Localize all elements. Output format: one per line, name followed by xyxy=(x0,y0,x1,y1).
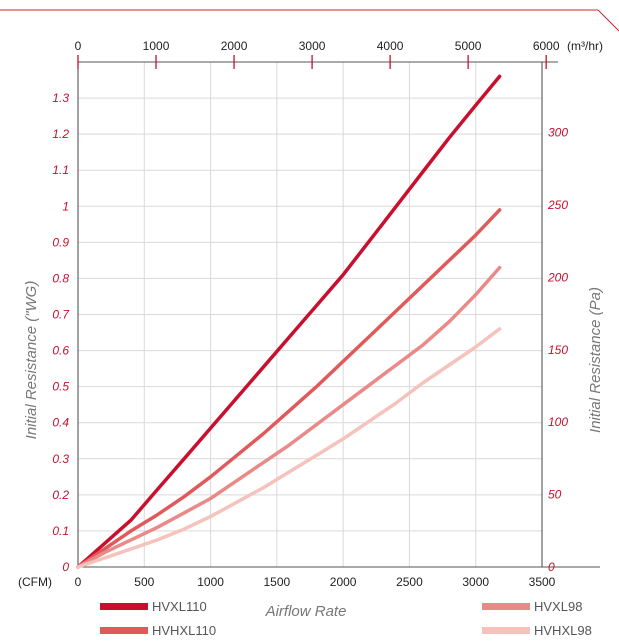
axes xyxy=(77,61,600,568)
left-tick-label: 0.7 xyxy=(52,308,70,322)
bottom-tick-label: 0 xyxy=(75,575,82,589)
series-line-hvxl110 xyxy=(76,74,502,569)
top-axis-ticks: 0 1000 2000 3000 4000 5000 6000 xyxy=(75,39,560,69)
left-tick-label: 1.3 xyxy=(52,91,69,105)
legend-label-hvxl110: HVXL110 xyxy=(152,599,207,614)
bottom-tick-label: 1500 xyxy=(264,575,291,589)
x-axis-title: Airflow Rate xyxy=(265,603,347,620)
left-tick-label: 0.6 xyxy=(52,344,69,358)
bottom-axis-unit: (CFM) xyxy=(18,575,52,589)
left-tick-label: 0.2 xyxy=(52,488,69,502)
series-line-hvxl98 xyxy=(76,265,502,569)
top-tick-label: 5000 xyxy=(455,39,482,53)
left-axis-ticks: 0 0.1 0.2 0.3 0.4 0.5 0.6 0.7 0.8 0.9 1 1.1 1.2 1.3 xyxy=(52,91,70,574)
bottom-axis-ticks: 0 500 1000 1500 2000 2500 3000 3500 xyxy=(75,575,556,589)
left-tick-label: 1.1 xyxy=(52,163,69,177)
legend-label-hvhxl110: HVHXL110 xyxy=(152,623,216,638)
legend-swatch-hvxl98 xyxy=(482,603,530,610)
legend: HVXL110 HVHXL110 HVXL98 HVHXL98 xyxy=(100,599,592,638)
bottom-tick-label: 3000 xyxy=(462,575,489,589)
top-tick-label: 1000 xyxy=(143,39,170,53)
series-line-hvhxl110 xyxy=(76,208,502,569)
top-tick-label: 4000 xyxy=(377,39,404,53)
header-rule xyxy=(0,9,619,32)
top-axis-unit: (m³/hr) xyxy=(567,39,603,53)
left-tick-label: 0.9 xyxy=(52,235,69,249)
bottom-tick-label: 1000 xyxy=(197,575,224,589)
right-tick-label: 200 xyxy=(547,270,568,284)
left-tick-label: 0.3 xyxy=(52,452,69,466)
top-tick-label: 6000 xyxy=(533,39,560,53)
legend-swatch-hvxl110 xyxy=(100,603,148,610)
right-tick-label: 0 xyxy=(548,560,555,574)
left-tick-label: 1 xyxy=(62,199,69,213)
right-tick-label: 250 xyxy=(547,198,568,212)
y-axis-title-right: Initial Resistance (Pa) xyxy=(587,287,604,433)
y-axis-title-left: Initial Resistance ("WG) xyxy=(23,281,40,440)
legend-label-hvhxl98: HVHXL98 xyxy=(534,623,592,638)
left-tick-label: 0.5 xyxy=(52,380,69,394)
right-axis-ticks: 0 50 100 150 200 250 300 xyxy=(547,126,568,574)
legend-swatch-hvhxl110 xyxy=(100,627,148,634)
left-tick-label: 0.8 xyxy=(52,271,69,285)
series-lines xyxy=(76,74,502,569)
bottom-tick-label: 2000 xyxy=(330,575,357,589)
left-tick-label: 0 xyxy=(62,560,69,574)
top-tick-label: 2000 xyxy=(221,39,248,53)
right-tick-label: 100 xyxy=(548,415,568,429)
right-tick-label: 50 xyxy=(548,488,562,502)
top-tick-label: 0 xyxy=(75,39,82,53)
right-tick-label: 150 xyxy=(548,343,568,357)
legend-label-hvxl98: HVXL98 xyxy=(534,599,582,614)
bottom-tick-label: 2500 xyxy=(396,575,423,589)
bottom-tick-label: 3500 xyxy=(529,575,556,589)
bottom-tick-label: 500 xyxy=(134,575,154,589)
right-tick-label: 300 xyxy=(548,126,568,140)
left-tick-label: 0.1 xyxy=(52,524,69,538)
top-tick-label: 3000 xyxy=(299,39,326,53)
left-tick-label: 1.2 xyxy=(52,127,69,141)
left-tick-label: 0.4 xyxy=(52,416,69,430)
series-line-hvhxl98 xyxy=(76,327,502,569)
legend-swatch-hvhxl98 xyxy=(482,627,530,634)
